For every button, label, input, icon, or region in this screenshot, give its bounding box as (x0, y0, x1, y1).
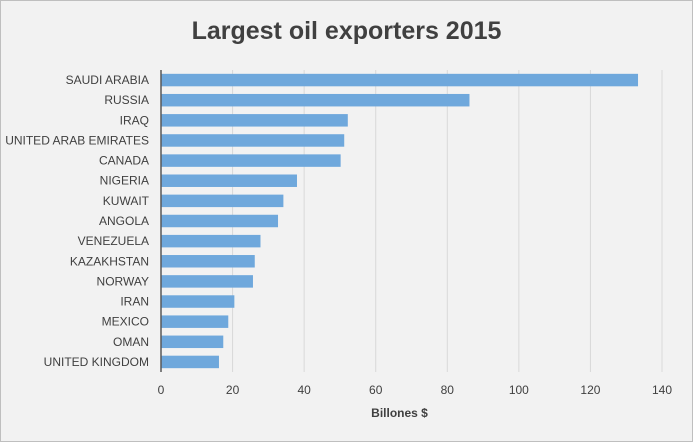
category-label: KUWAIT (103, 194, 150, 208)
bar (161, 335, 224, 349)
x-tick-label: 80 (441, 383, 455, 397)
category-label: KAZAKHSTAN (70, 254, 149, 268)
bar (161, 315, 229, 328)
bar (161, 234, 261, 248)
category-label: UNITED KINGDOM (44, 355, 149, 369)
x-tick-label: 0 (158, 383, 165, 397)
bar (161, 194, 284, 208)
category-label: CANADA (99, 154, 149, 168)
category-label: NIGERIA (100, 174, 149, 188)
bar (161, 93, 470, 107)
bar (161, 73, 639, 87)
bar (161, 134, 345, 147)
x-tick-label: 60 (369, 383, 383, 397)
bar (161, 214, 279, 228)
x-tick-label: 40 (297, 383, 311, 397)
bar (161, 114, 348, 127)
category-label: RUSSIA (104, 93, 149, 107)
x-tick-label: 140 (652, 383, 672, 397)
x-tick-label: 20 (226, 383, 240, 397)
category-label: ANGOLA (99, 214, 149, 228)
bar (161, 154, 341, 167)
chart-title: Largest oil exporters 2015 (191, 17, 502, 45)
category-label: IRAN (120, 295, 149, 309)
category-label: VENEZUELA (78, 234, 149, 248)
category-label: IRAQ (120, 113, 149, 127)
bar (161, 255, 255, 268)
bar (161, 295, 235, 308)
bars (161, 73, 639, 369)
category-label: MEXICO (102, 315, 149, 329)
category-labels: SAUDI ARABIA RUSSIA IRAQ UNITED ARAB EMIRAT… (5, 73, 149, 369)
category-label: NORWAY (97, 274, 149, 288)
bar (161, 174, 297, 187)
x-tick-label: 120 (580, 383, 600, 397)
x-axis-label: Billones $ (371, 406, 428, 420)
bar (161, 355, 219, 369)
x-tick-labels: 0 20 40 60 80 100 120 140 (158, 383, 673, 397)
bar (161, 275, 253, 288)
category-label: SAUDI ARABIA (66, 73, 149, 87)
category-label: OMAN (113, 335, 149, 349)
category-label: UNITED ARAB EMIRATES (5, 133, 149, 147)
x-tick-label: 100 (509, 383, 529, 397)
